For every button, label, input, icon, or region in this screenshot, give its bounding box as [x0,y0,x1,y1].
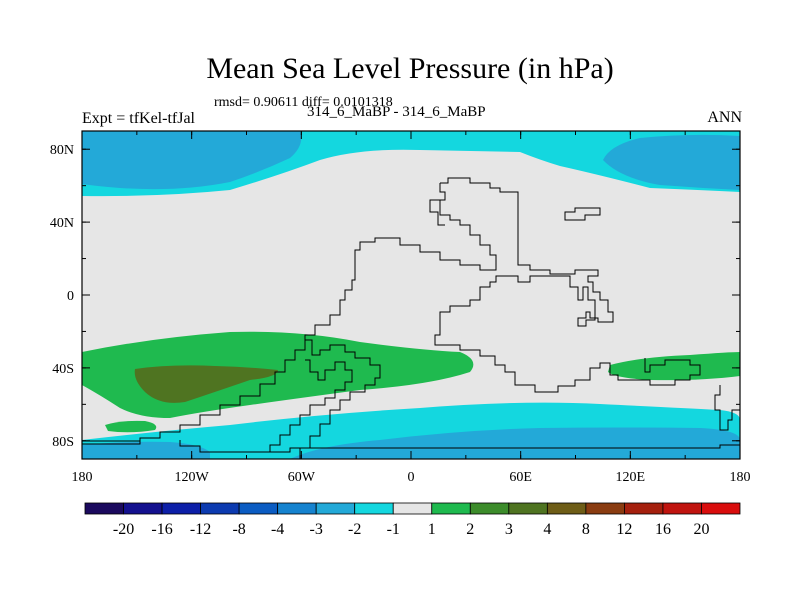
case-label: 314_6_MaBP - 314_6_MaBP [307,104,486,120]
colorbar-swatch [354,502,394,515]
colorbar-swatch [123,502,163,515]
colorbar-label: 8 [582,521,590,538]
colorbar-swatch [84,502,124,515]
x-tick-label: 60E [509,470,532,485]
y-tick-label: 40N [50,216,74,231]
colorbar-swatch [508,502,548,515]
colorbar-label: -8 [232,521,245,538]
y-tick-label: 0 [67,289,74,304]
colorbar-swatch [662,502,702,515]
coastline-east-tip [714,385,740,431]
y-tick-label: 80N [50,143,74,158]
colorbar-swatch [238,502,279,515]
map-plot-area [81,130,741,460]
colorbar-label: -4 [271,521,284,538]
x-tick-label: 0 [408,470,415,485]
colorbar-swatch [585,502,625,515]
season-label: ANN [707,109,742,126]
colorbar-swatch [200,502,240,515]
stats-text: rmsd= 0.90611 diff= 0.0101318 [214,95,393,110]
axes: 180 120W 60W 0 60E 120E 180 80N 40N 0 40S 80S [50,131,751,485]
colorbar-swatch [392,502,433,515]
x-tick-label: 120W [175,470,210,485]
colorbar-swatch [277,502,317,515]
colorbar-label: -1 [387,521,400,538]
colorbar-swatch [624,502,664,515]
contour-south-green-east [608,352,740,381]
contour-north-blue-east [603,131,740,190]
x-tick-label: 180 [72,470,93,485]
coastline-north-island [564,207,601,221]
coastline-ridge [269,359,353,452]
coastline-south-east [300,444,740,449]
coastline-inner [299,339,381,459]
colorbar-swatch [701,502,741,515]
experiment-label: Expt = tfKel-tfJal [82,110,195,127]
pressure-contours [82,131,740,459]
colorbar-label: 16 [655,521,671,538]
coastline-strip [82,440,300,453]
coastline-north-inlet [429,199,445,226]
colorbar-swatch [161,502,201,515]
contour-south-green-small [105,420,157,433]
y-tick-label: 40S [52,362,74,377]
colorbar-label: -2 [348,521,361,538]
y-tick-label: 80S [52,435,74,450]
coastlines [82,177,740,459]
chart-title: Mean Sea Level Pressure (in hPa) [206,52,614,85]
colorbar-swatch [431,502,471,515]
colorbar-label: 2 [466,521,474,538]
colorbar-swatch [546,502,587,515]
colorbar-swatch [469,502,510,515]
colorbar-label: 4 [543,521,551,538]
colorbar-label: -16 [151,521,172,538]
colorbar: -20 -16 -12 -8 -4 -3 -2 -1 1 2 3 4 8 12 16 20 [84,502,741,538]
x-tick-label: 120E [616,470,646,485]
contour-south-blue [290,427,740,459]
contour-south-blue-west [82,441,210,459]
colorbar-swatch [315,502,356,515]
x-tick-label: 180 [730,470,751,485]
x-tick-label: 60W [288,470,316,485]
colorbar-label: -12 [190,521,211,538]
colorbar-label: -20 [113,521,134,538]
colorbar-label: 3 [505,521,513,538]
contour-south-olive [134,365,278,403]
contour-north-blue-west [82,131,302,190]
colorbar-label: 1 [428,521,436,538]
colorbar-label: 12 [616,521,632,538]
colorbar-label: 20 [693,521,709,538]
coastline-main [434,177,701,393]
coastline-west [82,183,497,442]
colorbar-label: -3 [310,521,323,538]
